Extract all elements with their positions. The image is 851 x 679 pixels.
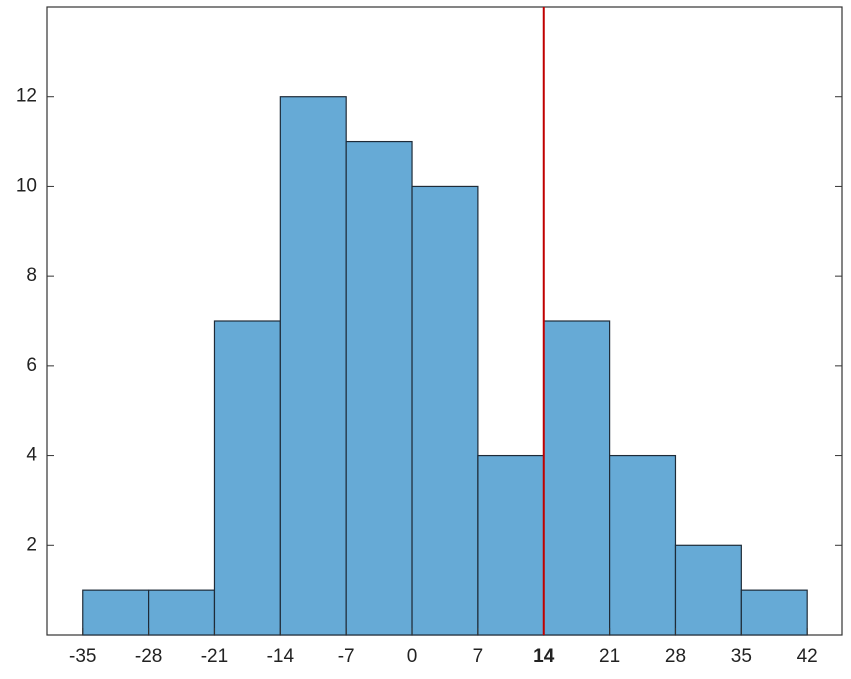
bar (279, 96, 347, 636)
bar (674, 544, 742, 636)
bar (477, 454, 545, 636)
y-tick-label: 2 (26, 534, 37, 555)
x-tick-label: -35 (69, 646, 96, 667)
x-tick-label: 42 (797, 646, 818, 667)
x-tick-label: 21 (599, 646, 620, 667)
y-tick-label: 6 (26, 355, 37, 376)
y-tick-label: 8 (26, 265, 37, 286)
bar (609, 454, 677, 636)
x-tick-label: -21 (201, 646, 228, 667)
x-tick-label: 0 (407, 646, 418, 667)
y-tick-label: 10 (16, 175, 37, 196)
x-tick-label: 35 (731, 646, 752, 667)
x-tick-label: -28 (135, 646, 162, 667)
y-tick-label: 12 (16, 86, 37, 107)
y-tick-label: 4 (26, 445, 37, 466)
x-tick-label: 14 (533, 646, 555, 667)
bar (213, 320, 281, 636)
x-tick-label: 28 (665, 646, 686, 667)
bar (740, 589, 808, 636)
bar (543, 320, 611, 636)
x-tick-label: -7 (338, 646, 355, 667)
x-tick-label: -14 (267, 646, 295, 667)
bar (82, 589, 150, 636)
bar (148, 589, 216, 636)
bar (411, 185, 479, 636)
x-tick-label: 7 (473, 646, 484, 667)
bar (345, 140, 413, 636)
